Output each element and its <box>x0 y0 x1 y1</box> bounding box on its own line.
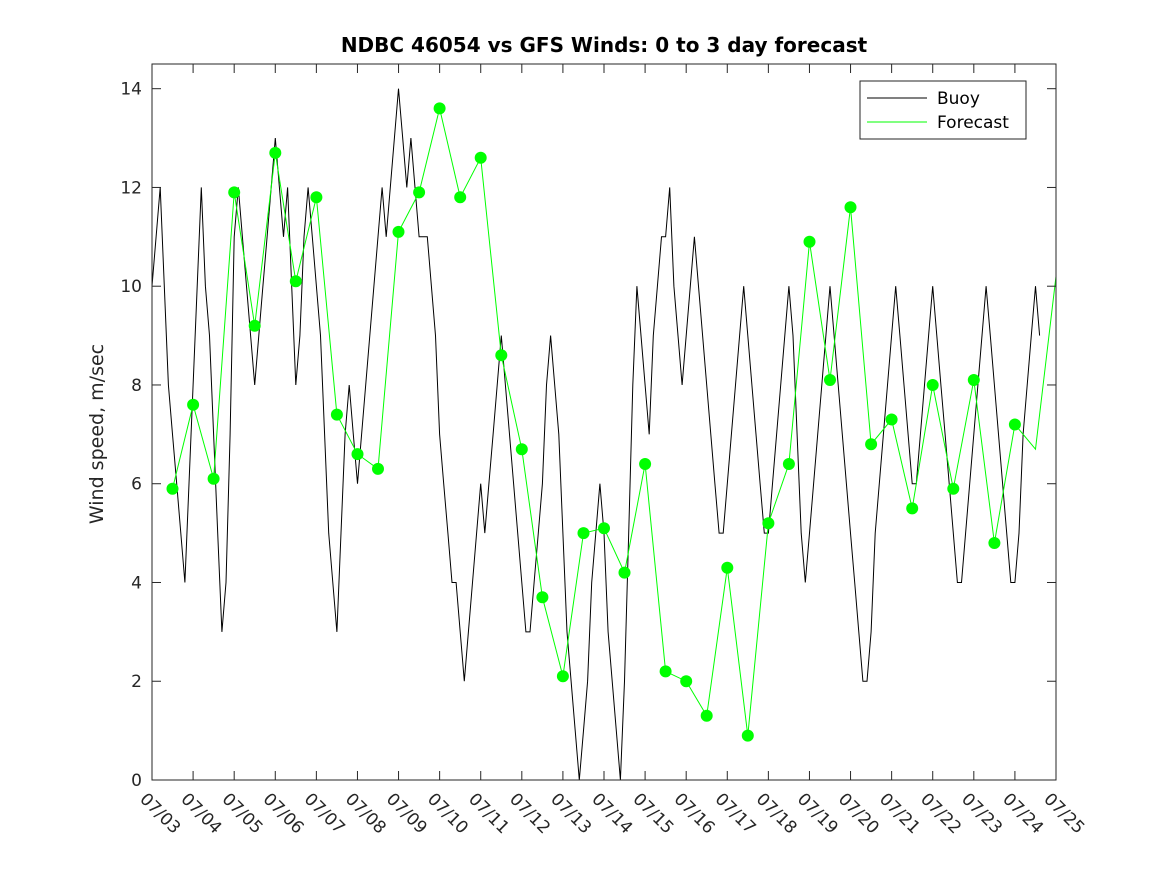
x-tick-label: 07/21 <box>875 789 924 838</box>
x-tick-label: 07/20 <box>834 789 883 838</box>
x-tick-label: 07/23 <box>957 789 1006 838</box>
forecast-marker <box>680 675 693 688</box>
forecast-marker <box>392 225 405 238</box>
plot-frame <box>151 63 1057 781</box>
y-axis: 0 2 4 6 8 10 12 14 <box>120 80 1056 791</box>
forecast-marker <box>515 443 528 456</box>
forecast-marker <box>495 349 508 362</box>
forecast-marker <box>906 502 919 515</box>
forecast-marker <box>454 191 467 204</box>
forecast-marker <box>351 448 364 461</box>
x-tick-label: 07/24 <box>998 789 1047 838</box>
forecast-marker <box>824 374 836 386</box>
chart-title: NDBC 46054 vs GFS Winds: 0 to 3 day fore… <box>341 33 868 57</box>
forecast-marker <box>988 537 1001 549</box>
x-tick-label: 07/06 <box>259 789 308 838</box>
y-tick-label: 12 <box>120 178 142 198</box>
x-tick-label: 07/17 <box>711 789 760 838</box>
forecast-marker <box>926 379 939 391</box>
y-tick-label: 10 <box>120 277 142 297</box>
y-tick-label: 0 <box>131 771 142 791</box>
forecast-marker <box>207 472 220 485</box>
x-tick-label: 07/09 <box>382 789 431 838</box>
forecast-marker <box>372 462 384 475</box>
legend-label-forecast: Forecast <box>937 113 1009 133</box>
forecast-marker <box>741 729 754 742</box>
x-tick-label: 07/22 <box>916 789 965 838</box>
forecast-marker <box>289 275 302 288</box>
y-axis-label: Wind speed, m/sec <box>86 344 108 524</box>
forecast-marker <box>700 709 713 722</box>
x-tick-label: 07/16 <box>670 789 719 838</box>
forecast-marker <box>618 566 631 579</box>
y-tick-label: 4 <box>131 573 142 593</box>
forecast-marker <box>187 398 200 411</box>
forecast-marker <box>639 458 652 470</box>
y-tick-label: 14 <box>120 80 142 100</box>
forecast-marker <box>967 374 980 386</box>
forecast-marker <box>310 191 323 204</box>
forecast-marker <box>228 186 241 199</box>
forecast-marker <box>269 146 282 159</box>
forecast-marker <box>248 319 261 332</box>
x-tick-label: 07/08 <box>341 789 390 838</box>
series-line-forecast <box>172 108 1057 736</box>
x-tick-label: 07/04 <box>177 789 226 838</box>
x-tick-label: 07/25 <box>1039 789 1088 838</box>
forecast-marker <box>721 561 734 574</box>
legend: Buoy Forecast <box>859 80 1027 140</box>
forecast-marker <box>433 102 446 115</box>
x-tick-label: 07/07 <box>300 789 349 838</box>
x-tick-label: 07/12 <box>505 789 554 838</box>
x-tick-label: 07/19 <box>793 789 842 838</box>
x-tick-label: 07/14 <box>587 789 636 838</box>
forecast-marker <box>659 665 672 678</box>
x-tick-label: 07/18 <box>752 789 801 838</box>
y-tick-label: 2 <box>131 672 142 692</box>
forecast-marker <box>598 522 610 535</box>
forecast-marker <box>166 482 179 495</box>
forecast-marker <box>556 670 569 683</box>
forecast-marker <box>474 151 487 164</box>
legend-label-buoy: Buoy <box>937 89 980 109</box>
y-tick-label: 8 <box>131 376 142 396</box>
forecast-marker <box>865 438 878 451</box>
forecast-marker <box>536 591 549 604</box>
x-tick-label: 07/13 <box>546 789 595 838</box>
forecast-marker <box>413 186 426 199</box>
y-tick-label: 6 <box>131 475 142 495</box>
forecast-marker <box>844 201 857 214</box>
forecast-marker <box>803 235 816 248</box>
forecast-marker <box>782 458 795 470</box>
forecast-marker <box>947 482 960 495</box>
x-tick-label: 07/15 <box>629 789 678 838</box>
forecast-marker <box>330 408 343 421</box>
plot-series <box>151 88 1057 781</box>
forecast-marker <box>1008 418 1021 431</box>
x-tick-label: 07/03 <box>135 789 184 838</box>
x-tick-label: 07/05 <box>218 789 267 838</box>
forecast-marker <box>762 517 775 530</box>
x-tick-label: 07/10 <box>423 789 472 838</box>
forecast-marker <box>885 413 898 426</box>
legend-box <box>859 80 1027 140</box>
x-tick-label: 07/11 <box>464 789 513 838</box>
series-line-buoy <box>151 88 1041 781</box>
forecast-marker <box>577 527 590 540</box>
